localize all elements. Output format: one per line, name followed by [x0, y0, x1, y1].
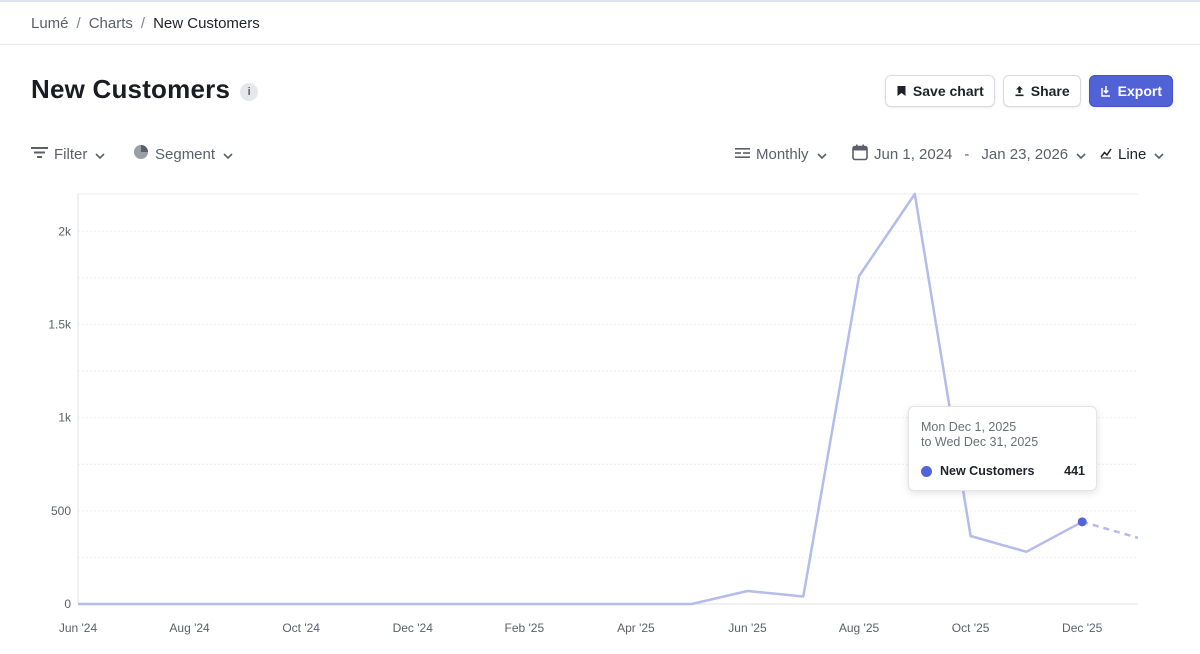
breadcrumb-current: New Customers [153, 14, 260, 32]
chart-type-label: Line [1118, 145, 1147, 163]
filter-icon [31, 145, 48, 163]
chevron-down-icon [223, 146, 233, 163]
chart-controls: Filter Segment Monthly Jun 1, 2024 - Jan… [0, 141, 1200, 167]
save-chart-button[interactable]: Save chart [884, 75, 995, 107]
breadcrumb-separator: / [140, 14, 146, 32]
chevron-down-icon [1154, 146, 1164, 163]
series-line-partial [1081, 520, 1139, 540]
breadcrumb-separator: / [76, 14, 81, 32]
line-chart: 0 500 1k 1.5k 2k Jun '24 Aug '24 Oct '24 Dec '24… [0, 180, 1200, 654]
y-tick-label: 500 [51, 504, 71, 518]
filter-label: Filter [54, 145, 88, 163]
breadcrumb-root[interactable]: Lumé [31, 14, 69, 32]
pie-chart-icon [133, 144, 149, 164]
share-button[interactable]: Share [1002, 75, 1081, 107]
y-tick-label: 1k [58, 411, 72, 425]
y-tick-label: 0 [64, 597, 71, 611]
tooltip-range-start: Mon Dec 1, 2025 [921, 420, 1017, 434]
info-icon[interactable]: i [240, 82, 259, 101]
bookmark-icon [896, 85, 907, 97]
tooltip-range-end: to Wed Dec 31, 2025 [921, 435, 1039, 449]
chart-canvas: 0 500 1k 1.5k 2k Jun '24 Aug '24 Oct '24 Dec '24… [48, 192, 1139, 635]
date-separator: - [964, 145, 970, 163]
x-tick-label: Jun '25 [728, 621, 767, 635]
chart-actions: Save chart Share Export [884, 75, 1173, 107]
x-tick-label: Apr '25 [617, 621, 655, 635]
x-tick-label: Oct '25 [952, 621, 990, 635]
page-title: New Customers [31, 74, 231, 104]
segment-dropdown[interactable]: Segment [133, 141, 233, 167]
filter-dropdown[interactable]: Filter [31, 141, 105, 167]
top-accent-line [0, 0, 1200, 2]
chart-tooltip: Mon Dec 1, 2025 to Wed Dec 31, 2025 New … [908, 406, 1097, 491]
interval-icon [735, 146, 750, 163]
chevron-down-icon [95, 146, 105, 163]
hover-point [1077, 517, 1087, 527]
export-label: Export [1117, 83, 1162, 99]
date-end: Jan 23, 2026 [981, 145, 1069, 163]
export-icon [1100, 85, 1112, 98]
segment-label: Segment [155, 145, 216, 163]
title-row: New Customers i [31, 74, 259, 105]
date-start: Jun 1, 2024 [874, 145, 953, 163]
breadcrumb-charts[interactable]: Charts [88, 14, 133, 32]
share-label: Share [1030, 83, 1070, 99]
upload-icon [1014, 85, 1025, 97]
y-tick-label: 2k [58, 224, 72, 238]
x-tick-label: Oct '24 [282, 621, 320, 635]
interval-dropdown[interactable]: Monthly [735, 141, 827, 167]
x-tick-label: Dec '24 [393, 621, 434, 635]
interval-label: Monthly [756, 145, 809, 163]
date-range-picker[interactable]: Jun 1, 2024 - Jan 23, 2026 [852, 141, 1086, 167]
export-button[interactable]: Export [1088, 75, 1173, 107]
tooltip-series-row: New Customers 441 [921, 464, 1085, 478]
x-tick-label: Aug '25 [839, 621, 880, 635]
series-line [78, 192, 1083, 606]
series-color-dot [921, 465, 932, 477]
calendar-icon [852, 144, 868, 165]
breadcrumb: Lumé / Charts / New Customers [31, 14, 260, 32]
x-tick-label: Dec '25 [1062, 621, 1103, 635]
x-tick-label: Aug '24 [169, 621, 210, 635]
line-chart-icon [1100, 146, 1112, 163]
tooltip-value: 441 [1064, 464, 1085, 478]
save-chart-label: Save chart [912, 83, 984, 99]
chevron-down-icon [816, 146, 827, 163]
tooltip-series-name: New Customers [940, 464, 1035, 478]
y-tick-label: 1.5k [48, 317, 72, 331]
x-tick-label: Feb '25 [504, 621, 544, 635]
header-divider [0, 44, 1200, 45]
x-tick-label: Jun '24 [59, 621, 98, 635]
chart-type-dropdown[interactable]: Line [1100, 141, 1164, 167]
chevron-down-icon [1076, 146, 1086, 163]
